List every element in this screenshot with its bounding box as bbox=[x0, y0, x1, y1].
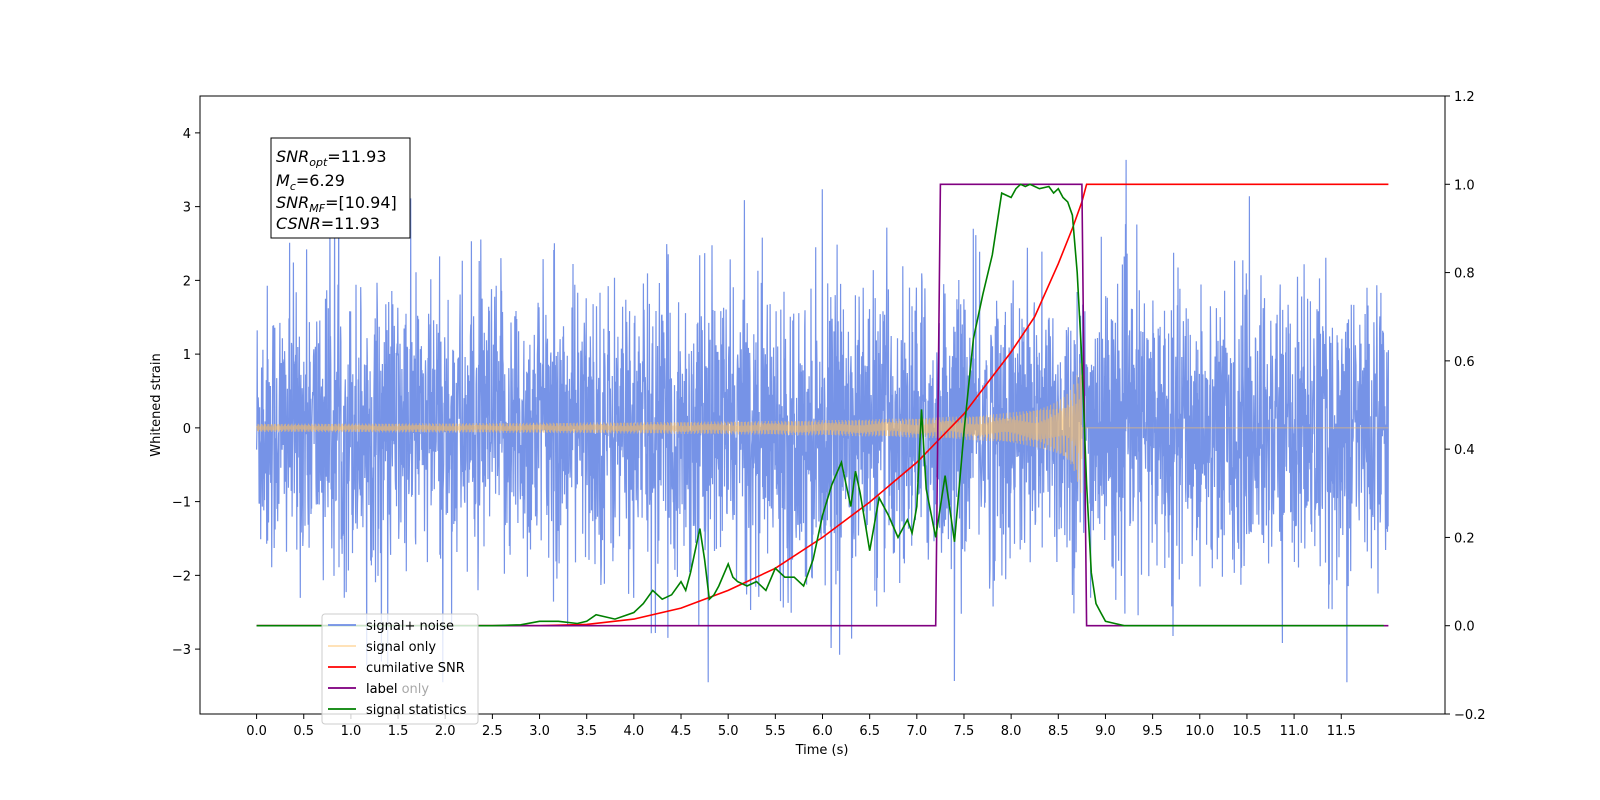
y-right-tick-label: 1.2 bbox=[1454, 90, 1475, 105]
x-tick-label: 3.5 bbox=[576, 724, 597, 739]
y-left-tick-label: 0 bbox=[183, 422, 191, 437]
x-tick-label: 11.0 bbox=[1280, 724, 1309, 739]
x-tick-label: 2.5 bbox=[482, 724, 503, 739]
legend-label-label-only: label only bbox=[366, 682, 429, 697]
x-tick-label: 9.5 bbox=[1142, 724, 1163, 739]
legend-frame bbox=[321, 613, 479, 725]
x-tick-label: 5.0 bbox=[718, 724, 739, 739]
legend-label: signal only bbox=[366, 640, 436, 655]
x-axis-label: Time (s) bbox=[795, 743, 849, 758]
x-tick-label: 6.5 bbox=[859, 724, 880, 739]
y-left-tick-label: −1 bbox=[172, 496, 191, 511]
annotation-box: SNRopt=11.93 Mc=6.29 SNRMF=[10.94] CSNR=… bbox=[270, 137, 411, 239]
x-tick-label: 1.0 bbox=[341, 724, 362, 739]
annotation-csnr: CSNR=11.93 bbox=[276, 214, 380, 233]
x-tick-label: 0.5 bbox=[293, 724, 314, 739]
y-right-tick-label: 0.4 bbox=[1454, 443, 1475, 458]
y-right-tick-label: 0.8 bbox=[1454, 267, 1475, 282]
y-left-tick-label: 4 bbox=[183, 127, 191, 142]
legend-label: label bbox=[366, 682, 397, 697]
annotation-mc: Mc=6.29 bbox=[276, 171, 345, 193]
y-left-tick-label: 3 bbox=[183, 201, 191, 216]
y-left-tick-label: 2 bbox=[183, 274, 191, 289]
x-tick-label: 6.0 bbox=[812, 724, 833, 739]
series-cumilative-snr bbox=[256, 183, 1389, 627]
y-right-tick-label: 0.0 bbox=[1454, 620, 1475, 635]
left-axis: 4 3 2 1 0 −1 −2 −3 bbox=[172, 127, 200, 658]
series-signal-only bbox=[256, 363, 1389, 493]
x-tick-label: 11.5 bbox=[1327, 724, 1356, 739]
y-right-tick-label: −0.2 bbox=[1454, 708, 1486, 723]
plot-frame bbox=[199, 95, 1446, 715]
right-axis: 1.2 1.0 0.8 0.6 0.4 0.2 0.0 −0.2 bbox=[1445, 90, 1486, 723]
annotation-frame bbox=[270, 137, 411, 239]
x-tick-label: 8.5 bbox=[1048, 724, 1069, 739]
legend-label: signal+ noise bbox=[366, 619, 454, 634]
y-right-tick-label: 0.2 bbox=[1454, 531, 1475, 546]
x-tick-label: 9.0 bbox=[1095, 724, 1116, 739]
y-axis-label: Whitened strain bbox=[149, 353, 164, 456]
y-right-tick-label: 1.0 bbox=[1454, 178, 1475, 193]
x-tick-label: 4.5 bbox=[671, 724, 692, 739]
y-left-tick-label: −3 bbox=[172, 643, 191, 658]
y-left-tick-label: 1 bbox=[183, 348, 191, 363]
x-tick-label: 8.0 bbox=[1001, 724, 1022, 739]
y-left-tick-label: −2 bbox=[172, 569, 191, 584]
x-tick-label: 0.0 bbox=[246, 724, 267, 739]
series-signal-noise bbox=[256, 159, 1389, 683]
x-tick-label: 7.5 bbox=[954, 724, 975, 739]
x-tick-label: 4.0 bbox=[624, 724, 645, 739]
y-right-tick-label: 0.6 bbox=[1454, 355, 1475, 370]
annotation-snr-opt: SNRopt=11.93 bbox=[276, 147, 387, 169]
x-tick-label: 10.5 bbox=[1232, 724, 1261, 739]
x-axis: 0.0 0.5 1.0 1.5 2.0 2.5 3.0 3.5 4.0 4.5 5.0 5.5 6.0 6… bbox=[246, 714, 1356, 739]
x-tick-label: 3.0 bbox=[529, 724, 550, 739]
series-signal-statistics bbox=[256, 183, 1384, 627]
legend-label: signal statistics bbox=[366, 703, 467, 718]
legend-label: cumilative SNR bbox=[366, 661, 465, 676]
legend: label only signal+ noise signal only cumila… bbox=[321, 613, 479, 725]
annotation-snr-mf: SNRMF=[10.94] bbox=[276, 193, 397, 215]
x-tick-label: 7.0 bbox=[906, 724, 927, 739]
x-tick-label: 2.0 bbox=[435, 724, 456, 739]
x-tick-label: 1.5 bbox=[388, 724, 409, 739]
plot-area bbox=[256, 159, 1389, 683]
x-tick-label: 10.0 bbox=[1185, 724, 1214, 739]
x-tick-label: 5.5 bbox=[765, 724, 786, 739]
